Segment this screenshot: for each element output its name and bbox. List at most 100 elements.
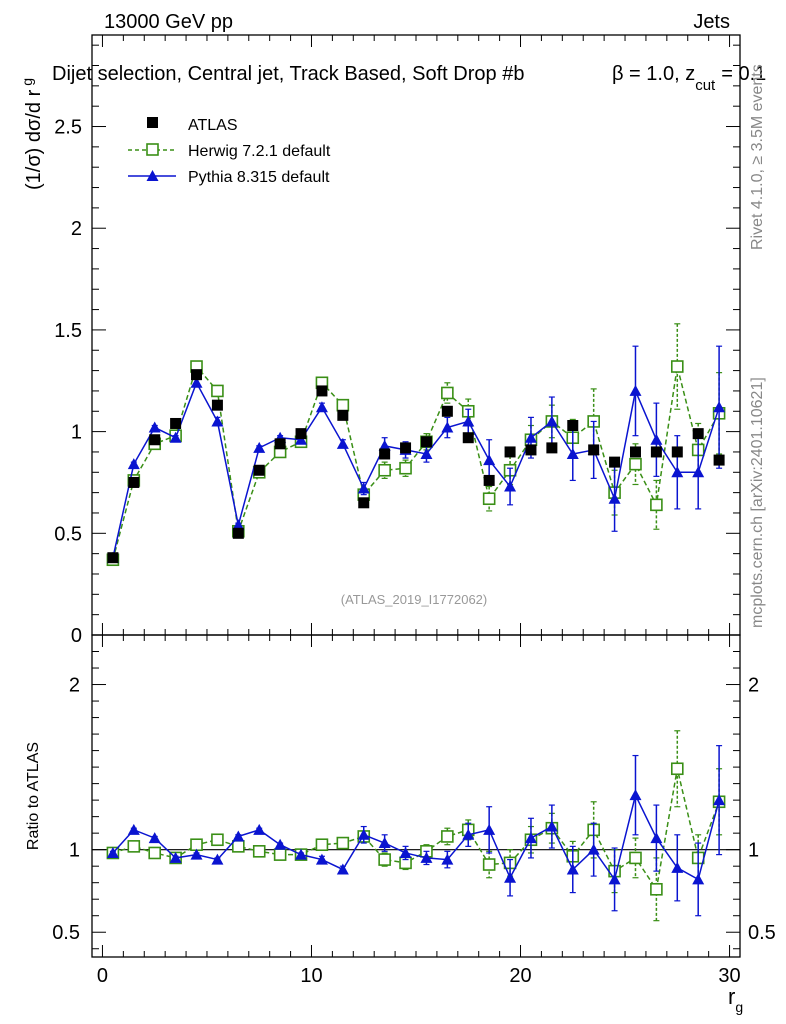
ratio-point-herwig — [482, 858, 496, 871]
ratio-point-pythia — [587, 843, 600, 855]
ratio-point-pythia — [336, 863, 349, 875]
ratio-point-pythia — [378, 837, 391, 849]
x-axis-label-sub: g — [735, 999, 743, 1015]
main-point-atlas — [420, 436, 432, 448]
main-point-pythia — [336, 437, 349, 449]
main-point-herwig — [650, 498, 663, 512]
ratio-point-herwig — [336, 836, 350, 850]
legend-marker-pythia — [146, 170, 159, 181]
main-point-atlas — [650, 446, 662, 458]
main-ytick-label: 1.5 — [54, 320, 82, 342]
ratio-point-herwig — [670, 762, 684, 776]
ratio-point-pythia — [504, 871, 517, 883]
main-point-atlas — [588, 444, 600, 456]
ratio-point-pythia — [169, 851, 182, 863]
main-point-pythia — [190, 376, 203, 388]
legend-marker-herwig — [146, 143, 159, 156]
main-point-atlas — [441, 405, 453, 417]
ratio-point-pythia — [399, 846, 412, 858]
ratio-ytick-label: 1 — [69, 840, 80, 862]
main-point-pythia — [378, 439, 391, 451]
ratio-point-herwig — [650, 882, 663, 896]
main-point-atlas — [713, 454, 725, 466]
main-ylabel-text: (1/σ) dσ/d r — [23, 89, 45, 190]
ratio-ytick-label-right: 2 — [748, 675, 759, 697]
ratio-point-pythia — [692, 873, 705, 885]
main-ytick-label: 0 — [71, 625, 82, 647]
x-axis-label-text: r — [728, 984, 735, 1009]
plot-title: Dijet selection, Central jet, Track Base… — [52, 63, 766, 94]
main-point-pythia — [357, 482, 370, 494]
analysis-watermark: (ATLAS_2019_I1772062) — [341, 592, 487, 607]
x-tick-label: 10 — [300, 965, 322, 987]
main-point-herwig — [399, 461, 412, 475]
main-point-atlas — [483, 474, 495, 486]
ratio-point-herwig — [127, 840, 141, 853]
main-point-atlas — [358, 497, 370, 509]
rivet-label: Rivet 4.1.0, ≥ 3.5M events — [749, 64, 766, 250]
main-point-atlas — [170, 417, 182, 429]
main-point-pythia — [253, 441, 266, 453]
main-line-pythia — [112, 381, 720, 558]
main-point-pythia — [545, 415, 558, 427]
header-energy: 13000 GeV pp — [104, 11, 233, 33]
ratio-point-pythia — [148, 832, 161, 844]
main-point-atlas — [149, 434, 161, 446]
header-jets: Jets — [693, 11, 730, 33]
main-point-pythia — [483, 454, 496, 466]
main-point-atlas — [525, 444, 537, 456]
ratio-point-herwig — [441, 830, 454, 843]
main-point-pythia — [232, 519, 245, 531]
ratio-ytick-label: 2 — [69, 675, 80, 697]
main-point-atlas — [253, 464, 265, 476]
ratio-point-pythia — [190, 848, 203, 860]
plot-title-beta: β = 1.0, z — [612, 63, 695, 85]
ratio-point-herwig — [252, 845, 266, 858]
main-point-pythia — [608, 492, 621, 504]
legend: ATLAS Herwig 7.2.1 default Pythia 8.315 … — [128, 117, 331, 186]
main-point-pythia — [315, 401, 328, 413]
main-ytick-label: 0.5 — [54, 523, 82, 545]
ratio-point-herwig — [629, 851, 642, 865]
main-point-atlas — [671, 446, 683, 458]
ratio-point-pythia — [524, 832, 537, 844]
main-point-pythia — [127, 458, 140, 470]
plot-title-main: Dijet selection, Central jet, Track Base… — [52, 63, 524, 85]
main-ylabel-group: (1/σ) dσ/d r g — [19, 78, 45, 190]
main-point-atlas — [128, 476, 140, 488]
main-point-atlas — [274, 438, 286, 450]
main-point-atlas — [609, 456, 621, 468]
mcplots-label-group: mcplots.cern.ch [arXiv:2401.10621] — [749, 377, 766, 628]
rivet-label-group: Rivet 4.1.0, ≥ 3.5M events — [749, 64, 766, 250]
main-point-pythia — [295, 433, 308, 445]
main-point-pythia — [148, 421, 161, 433]
main-point-atlas — [107, 552, 119, 564]
main-ytick-label: 1 — [71, 422, 82, 444]
ratio-point-pythia — [671, 861, 684, 873]
ratio-point-pythia — [232, 830, 245, 842]
main-ytick-label: 2.5 — [54, 117, 82, 139]
main-point-atlas — [232, 527, 244, 539]
main-point-pythia — [692, 466, 705, 478]
ratio-point-pythia — [629, 789, 642, 801]
ratio-point-pythia — [566, 863, 579, 875]
legend-label-atlas: ATLAS — [188, 117, 238, 134]
main-point-pythia — [566, 447, 579, 459]
main-point-pythia — [524, 431, 537, 443]
ratio-point-herwig — [273, 848, 287, 861]
plot-title-cut: cut — [695, 77, 716, 94]
main-point-herwig — [482, 492, 496, 506]
ratio-point-herwig — [378, 853, 391, 866]
ratio-point-pythia — [441, 853, 454, 865]
ratio-point-pythia — [211, 853, 224, 865]
ratio-point-herwig — [190, 838, 203, 852]
main-point-herwig — [211, 384, 224, 398]
main-point-atlas — [191, 369, 203, 381]
ratio-series — [106, 730, 726, 922]
main-series — [106, 323, 726, 567]
main-point-herwig — [670, 360, 684, 373]
main-point-herwig — [441, 386, 454, 400]
ratio-ylabel-group: Ratio to ATLAS — [25, 742, 42, 850]
x-tick-label: 0 — [97, 965, 108, 987]
